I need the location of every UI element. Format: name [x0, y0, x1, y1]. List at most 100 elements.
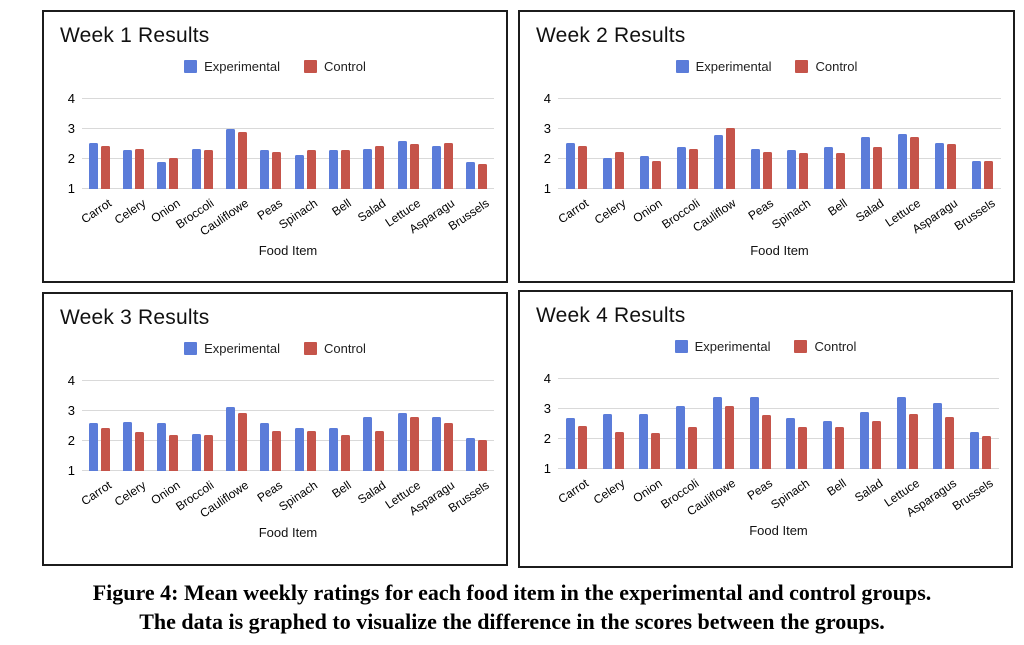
bar-control [409, 417, 419, 471]
bar-group [151, 366, 185, 471]
bar-group [82, 84, 116, 189]
bar-experimental [431, 417, 441, 471]
bar-control [409, 144, 419, 189]
x-tick-cell: Cauliflowe [197, 189, 253, 241]
control-legend-swatch-icon [795, 59, 809, 73]
bar-control [798, 427, 808, 469]
bar-group [425, 366, 459, 471]
x-axis-title: Food Item [750, 243, 809, 258]
gridline [558, 408, 999, 409]
y-tick-label: 1 [67, 181, 75, 196]
plot-area: 1 2 3 4 [56, 366, 494, 478]
bar-experimental [713, 135, 723, 189]
bar-group [668, 364, 705, 469]
bar-control [724, 406, 734, 469]
bar-group [558, 364, 595, 469]
x-tick-cell: Brussels [446, 189, 494, 241]
bar-control [100, 427, 110, 471]
legend: Experimental Control [532, 338, 999, 354]
bar-group [185, 366, 219, 471]
bar-control [651, 433, 661, 469]
bar-experimental [639, 413, 649, 469]
bar-group [889, 364, 926, 469]
bar-groups [558, 84, 1001, 189]
control-legend-label: Control [323, 340, 366, 356]
bar-control [340, 435, 350, 471]
bar-groups [82, 84, 494, 189]
x-tick-cell: Cauliflowe [197, 471, 253, 523]
bar-group [853, 84, 890, 189]
gridline [558, 128, 1001, 129]
bar-experimental [397, 141, 407, 189]
y-tick-label: 2 [67, 151, 75, 166]
gridline [82, 410, 494, 411]
x-tick-label: Salad [851, 475, 886, 505]
bar-experimental [749, 397, 759, 469]
bar-group [82, 366, 116, 471]
y-tick-label: 2 [67, 433, 75, 448]
y-tick-label: 1 [543, 181, 551, 196]
gridline [82, 158, 494, 159]
x-axis-title: Food Item [749, 523, 808, 538]
x-tick-cell: Carrot [555, 189, 595, 241]
x-tick-label: Carrot [555, 195, 592, 227]
chart-title: Week 1 Results [60, 24, 210, 47]
x-tick-cell: Onion [631, 189, 669, 241]
x-tick-label: Bell [329, 477, 355, 501]
bar-control [761, 415, 771, 469]
bar-experimental [328, 150, 338, 189]
bar-experimental [933, 403, 943, 469]
bar-group [816, 84, 853, 189]
y-tick-label: 2 [543, 431, 551, 446]
y-axis: 1 2 3 4 [56, 84, 82, 196]
week-4-chart-panel: Week 4 Results Experimental Control 1 2 3 4… [518, 290, 1013, 568]
bar-group [558, 84, 595, 189]
bar-group [219, 366, 253, 471]
bar-control [272, 430, 282, 471]
bar-control [614, 431, 624, 469]
bar-groups [82, 366, 494, 471]
bar-control [100, 145, 110, 189]
bar-group [254, 366, 288, 471]
bar-group [926, 364, 963, 469]
control-legend-swatch-icon [303, 341, 317, 355]
x-tick-label: Celery [111, 195, 149, 227]
bar-control [134, 432, 144, 471]
bar-group [595, 84, 632, 189]
bar-group [288, 366, 322, 471]
x-tick-label: Bell [329, 195, 355, 219]
x-tick-cell: Bell [322, 471, 356, 523]
experimental-legend-swatch-icon [674, 339, 688, 353]
bar-control [375, 430, 385, 471]
x-tick-cell: Brussels [949, 469, 999, 521]
bar-experimental [972, 160, 982, 189]
y-tick-label: 3 [543, 121, 551, 136]
week-2-chart-panel: Week 2 Results Experimental Control 1 2 3 4… [518, 10, 1015, 283]
bar-experimental [712, 397, 722, 469]
bar-control [272, 151, 282, 189]
bar-control [134, 148, 144, 189]
x-tick-cell: Cauliflow [691, 189, 743, 241]
gridline [82, 98, 494, 99]
bar-control [203, 435, 213, 471]
bar-experimental [466, 162, 476, 189]
bar-control [908, 413, 918, 469]
x-tick-label: Bell [825, 195, 850, 219]
bar-control [835, 427, 845, 469]
bar-control [836, 153, 846, 189]
chart-title: Week 2 Results [536, 24, 686, 47]
x-tick-cell: Peas [743, 189, 780, 241]
bar-experimental [157, 423, 167, 471]
bar-group [669, 84, 706, 189]
bar-group [964, 84, 1001, 189]
gridline [558, 438, 999, 439]
y-tick-label: 4 [543, 91, 551, 106]
control-legend-label: Control [814, 338, 857, 354]
x-tick-label: Carrot [78, 195, 114, 227]
y-axis: 1 2 3 4 [532, 84, 558, 196]
experimental-legend-label: Experimental [204, 340, 280, 356]
x-tick-cell: Celery [112, 189, 150, 241]
y-tick-label: 4 [543, 371, 551, 386]
week-3-chart-panel: Week 3 Results Experimental Control 1 2 3 4… [42, 292, 508, 566]
x-tick-cell: Bell [322, 189, 356, 241]
